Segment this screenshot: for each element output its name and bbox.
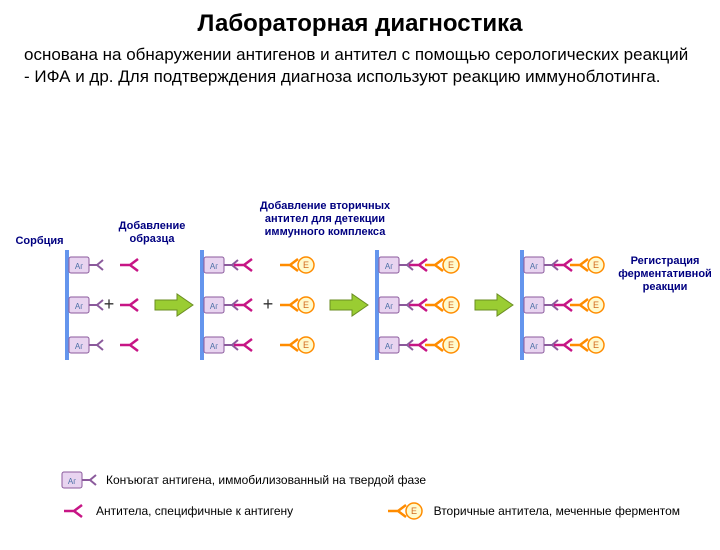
- elisa-diagram: Сорбция Добавление образца Добавление вт…: [0, 170, 720, 390]
- svg-text:+: +: [104, 294, 115, 314]
- page-subtitle: основана на обнаружении антигенов и анти…: [24, 44, 696, 88]
- legend-conjugate: Конъюгат антигена, иммобилизованный на т…: [60, 468, 426, 492]
- svg-text:+: +: [263, 294, 274, 314]
- label-add-sample: Добавление образца: [112, 220, 192, 246]
- label-sorption: Сорбция: [12, 235, 67, 248]
- legend-primary-ab: Антитела, специфичные к антигену: [60, 500, 293, 522]
- label-add-secondary: Добавление вторичных антител для детекци…: [255, 200, 395, 240]
- legend-secondary-ab: Вторичные антитела, меченные ферментом: [384, 500, 680, 522]
- legend-conjugate-text: Конъюгат антигена, иммобилизованный на т…: [106, 473, 426, 487]
- page-title: Лабораторная диагностика: [0, 10, 720, 38]
- legend: Конъюгат антигена, иммобилизованный на т…: [60, 468, 680, 530]
- legend-primary-text: Антитела, специфичные к антигену: [96, 504, 293, 518]
- label-register: Регистрация ферментативной реакции: [615, 255, 715, 295]
- legend-secondary-text: Вторичные антитела, меченные ферментом: [434, 504, 680, 518]
